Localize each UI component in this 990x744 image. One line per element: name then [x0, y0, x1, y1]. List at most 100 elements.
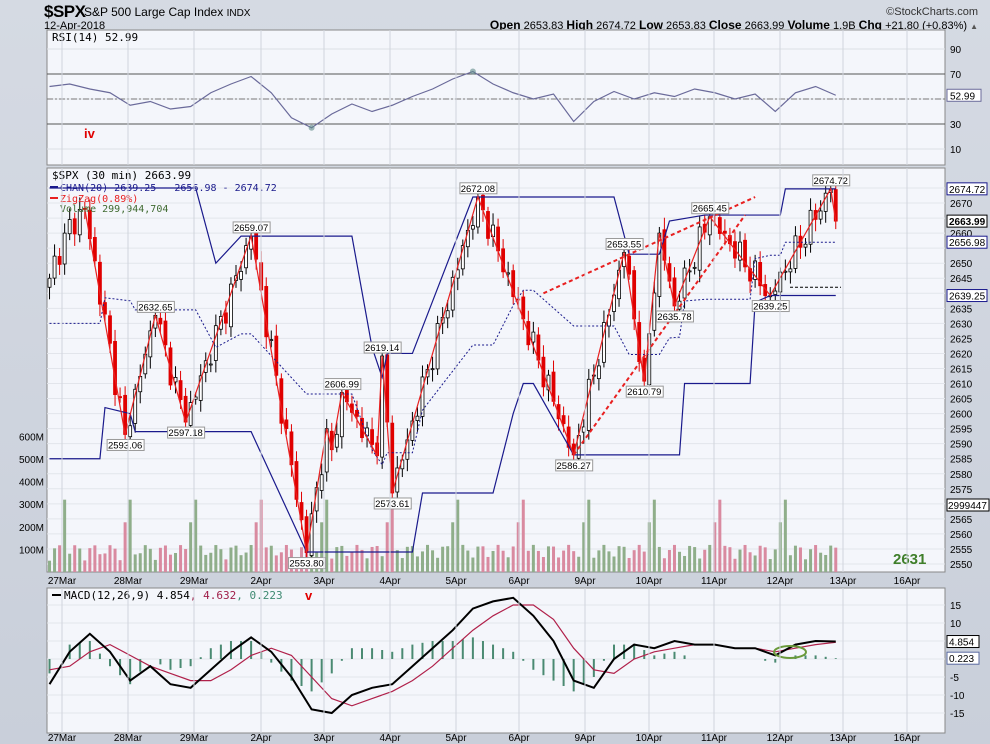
rsi-value-box	[946, 88, 982, 102]
channel-legend: CHAN(20) 2639.25 - 2656.98 - 2674.72	[60, 183, 277, 194]
macd-histogram-bar	[804, 655, 807, 659]
volume-bar	[511, 546, 515, 572]
volume-bar	[678, 551, 682, 572]
volume-bar	[264, 547, 268, 572]
pivot-label-box	[363, 341, 402, 354]
volume-bar	[536, 550, 540, 572]
candle-up	[803, 243, 808, 248]
low-label: Low	[638, 18, 663, 32]
macd-histogram-bar	[562, 659, 565, 686]
volume-bar	[400, 558, 404, 572]
volume-value-box	[946, 498, 990, 512]
rsi-tick-label: 90	[950, 45, 962, 56]
wave-v-label: v	[305, 588, 313, 603]
macd-histogram-bar	[532, 659, 535, 670]
volume-bar	[728, 547, 732, 572]
high-label: High	[566, 18, 594, 32]
volume-bar	[783, 499, 787, 572]
candle-up	[602, 322, 606, 363]
date-tick-label: 9Apr	[574, 733, 596, 744]
price-tick-label: 2660	[950, 229, 973, 240]
macd-histogram-bar	[522, 659, 525, 661]
channel-lower-line	[49, 294, 836, 553]
volume-bar	[501, 550, 505, 572]
volume-bar	[279, 552, 283, 572]
macd-histogram-bar	[502, 648, 505, 659]
volume-bar	[254, 522, 258, 572]
macd-histogram-bar	[209, 648, 212, 659]
volume-bar	[693, 547, 697, 572]
rsi-tick-label: 30	[950, 120, 962, 131]
volume-value: 1.9B	[832, 20, 856, 32]
volume-bar	[158, 547, 162, 572]
volume-bar	[360, 549, 364, 572]
volume-bar	[466, 550, 470, 572]
candle-up	[309, 513, 314, 556]
volume-bar	[420, 551, 424, 572]
macd-histogram-bar	[683, 655, 686, 659]
brand-logo[interactable]: ©StockCharts.com	[886, 6, 978, 18]
volume-bar	[834, 547, 838, 572]
macd-histogram-bar	[643, 650, 646, 659]
volume-bar	[798, 547, 802, 572]
price-tick-label: 2585	[950, 455, 973, 466]
macd-legend-sep1: ,	[190, 589, 203, 602]
price-tick-label: 2550	[950, 560, 973, 571]
volume-bar	[758, 545, 762, 572]
volume-bar	[526, 550, 530, 572]
candle-down	[168, 347, 173, 386]
volume-bar	[577, 556, 581, 572]
date-tick-label: 12Apr	[767, 733, 794, 744]
wave-iv-label: iv	[84, 126, 96, 141]
candle-up	[148, 330, 153, 358]
volume-tick-label: 100M	[19, 545, 44, 556]
macd-legend: MACD(12,26,9) 4.854, 4.632, 0.223	[64, 589, 283, 602]
target-label: 2631	[893, 551, 926, 568]
candle-down	[284, 419, 289, 429]
date-tick-label: 16Apr	[894, 576, 921, 587]
candle-down	[833, 189, 838, 222]
macd-legend-name: MACD(12,26,9)	[64, 589, 150, 602]
volume-bar	[733, 558, 737, 572]
volume-bar	[506, 557, 510, 572]
pivot-label-box	[136, 300, 175, 313]
candle-down	[294, 461, 299, 500]
rsi-legend: RSI(14) 52.99	[52, 31, 138, 44]
volume-bar	[239, 555, 243, 572]
macd-histogram-bar	[189, 659, 192, 667]
volume-bar	[491, 550, 495, 572]
candle-down	[178, 380, 183, 400]
macd-histogram-bar	[592, 659, 595, 677]
volume-bar	[174, 552, 178, 572]
volume-bar	[320, 522, 324, 572]
macd-histogram-bar	[300, 659, 303, 686]
macd-crossover-circle	[773, 645, 807, 659]
price-tick-label: 2560	[950, 530, 973, 541]
volume-bar	[768, 559, 772, 572]
macd-histogram-bar	[602, 659, 605, 661]
volume-bar	[713, 522, 717, 572]
volume-bar	[763, 547, 767, 572]
macd-histogram-bar	[179, 659, 182, 668]
volume-bar	[451, 522, 455, 572]
date-tick-label: 10Apr	[636, 733, 663, 744]
candle-down	[224, 312, 228, 324]
volume-bar	[88, 548, 92, 572]
pivot-label: 2553.80	[289, 559, 323, 570]
price-tick-label: 2565	[950, 515, 973, 526]
volume-bar	[461, 544, 465, 572]
macd-histogram-bar	[824, 656, 827, 659]
volume-bar	[582, 522, 586, 572]
macd-histogram-bar	[582, 659, 585, 685]
pivot-label-box	[655, 310, 694, 323]
open-label: Open	[489, 18, 521, 32]
date-tick-label: 2Apr	[250, 576, 272, 587]
volume-bar	[743, 544, 747, 572]
volume-bar	[274, 555, 278, 572]
volume-bar	[330, 558, 334, 572]
candle-up	[531, 331, 536, 343]
volume-bar	[189, 522, 193, 572]
macd-tick-label: -15	[950, 709, 965, 720]
candle-down	[274, 335, 279, 376]
